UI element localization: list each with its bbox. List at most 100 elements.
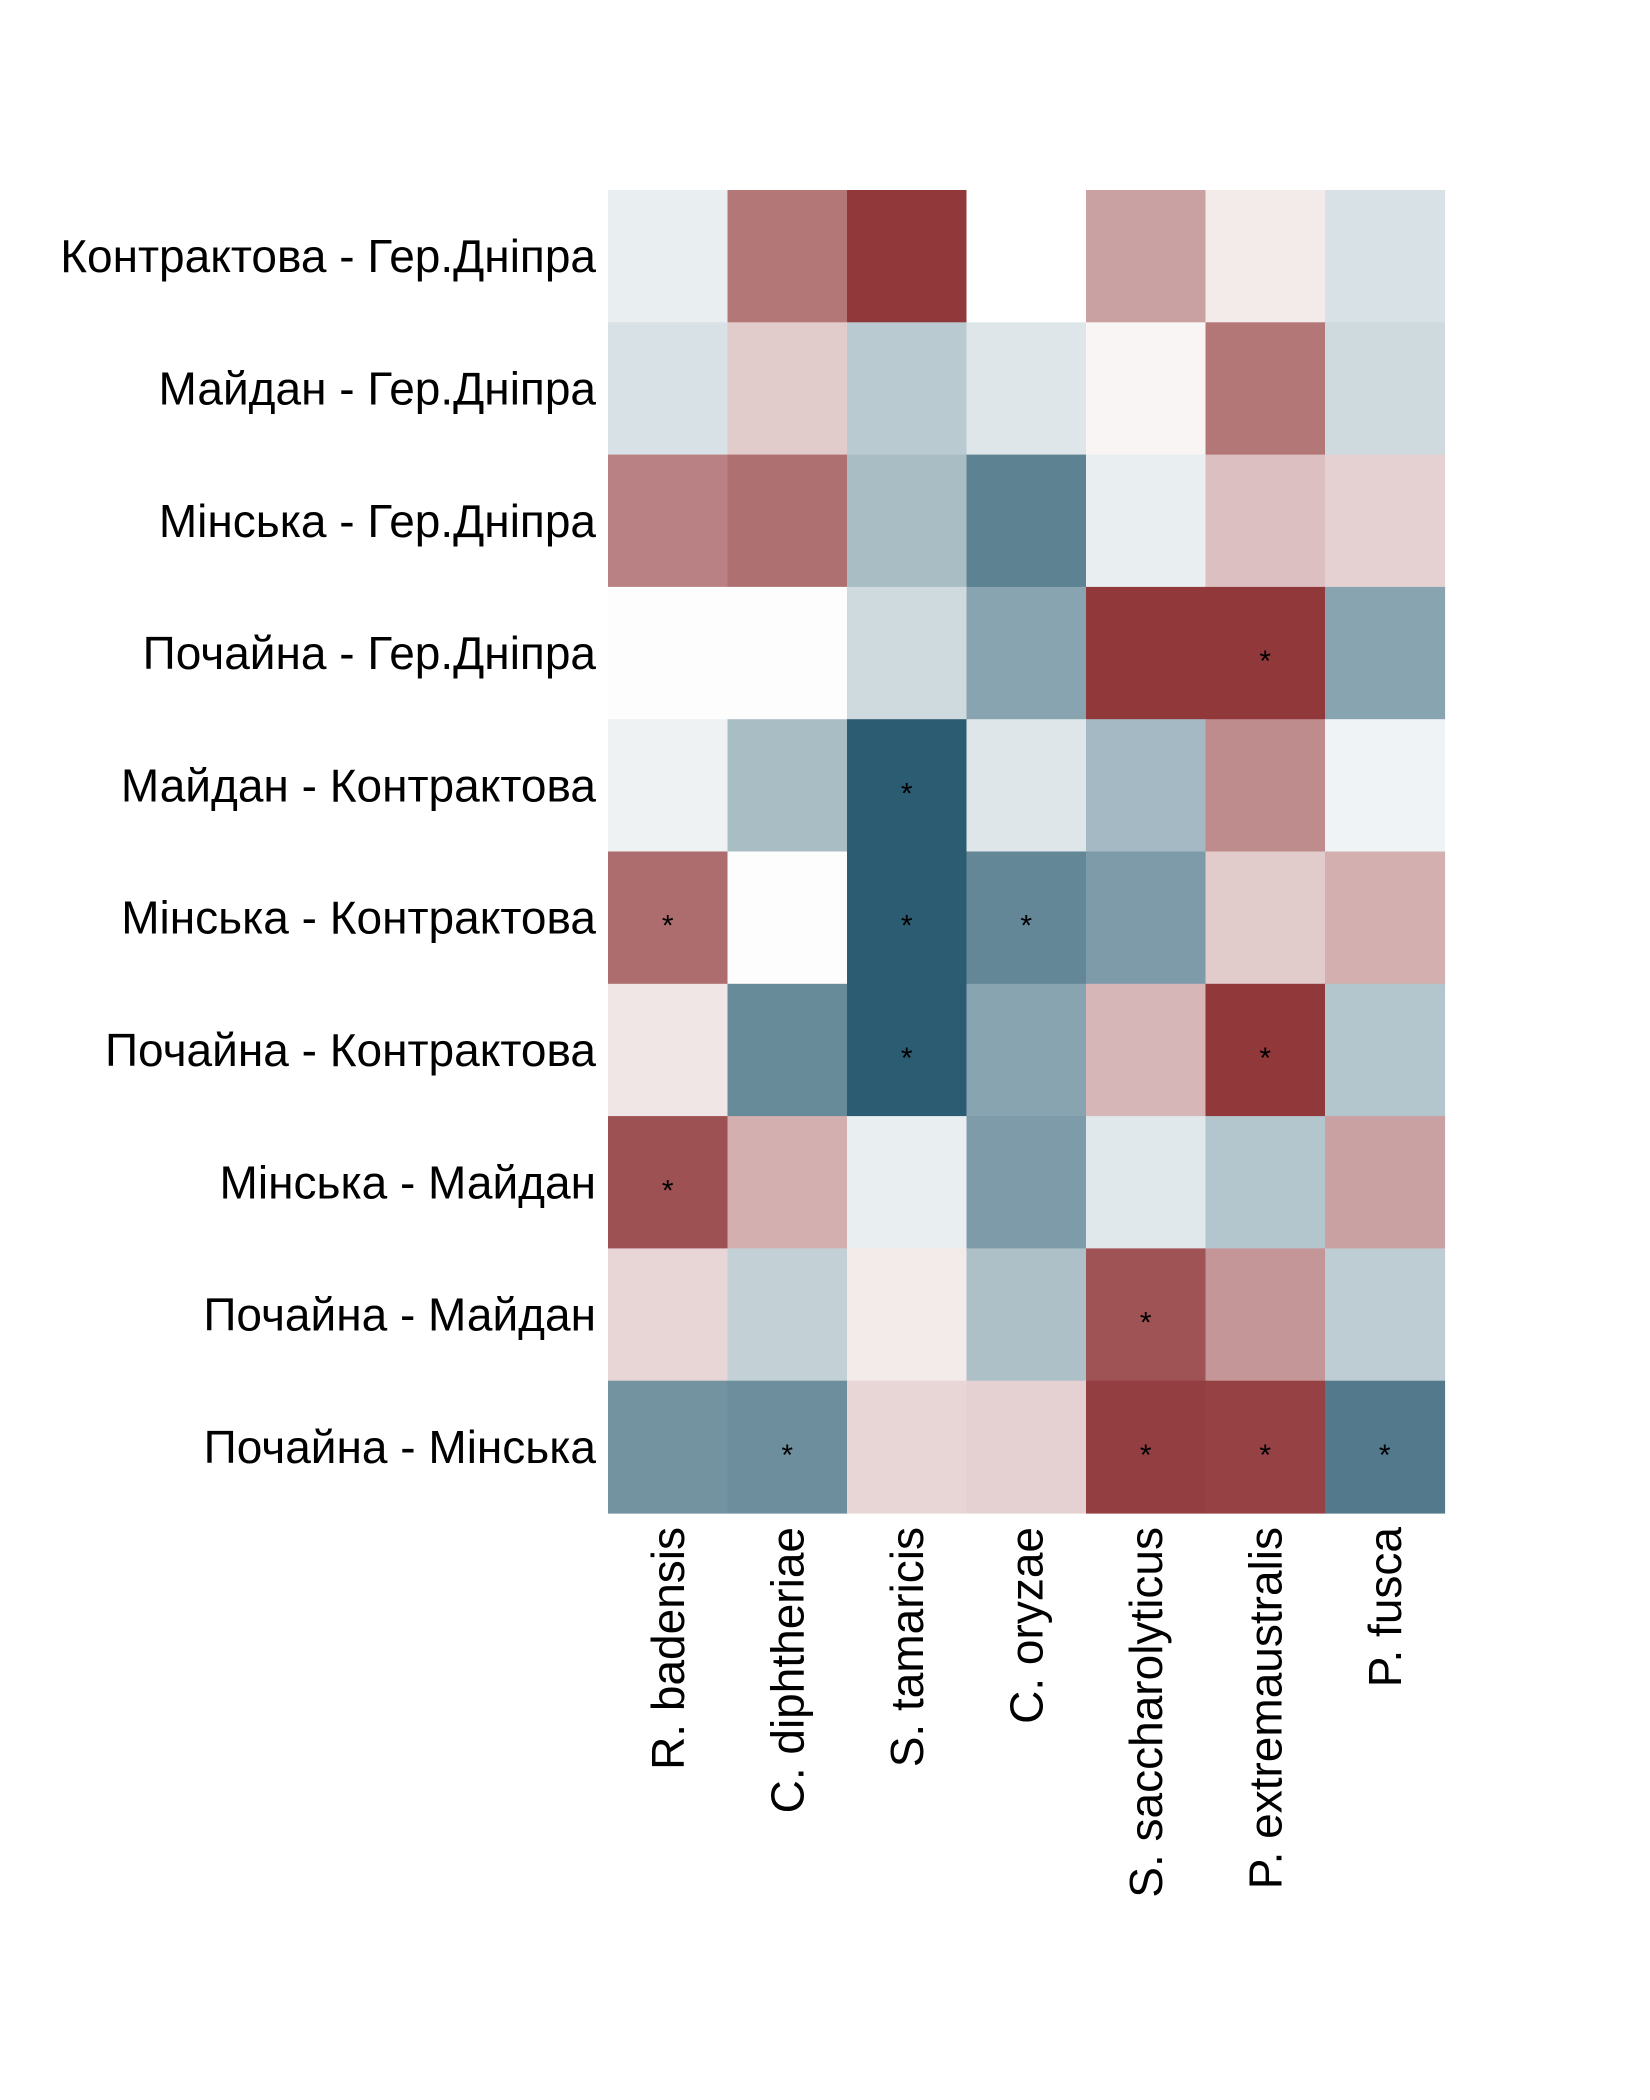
significance-markers: * * * * * * * * * * * * * <box>662 645 1391 1472</box>
column-label: C. oryzae <box>1000 1527 1052 1724</box>
heatmap-cell <box>847 851 968 985</box>
heatmap-cell <box>608 454 729 588</box>
heatmap-cell <box>1205 586 1326 720</box>
heatmap-cell <box>727 719 848 853</box>
row-labels: Контрактова - Гер.Дніпра Майдан - Гер.Дні… <box>60 230 596 1473</box>
significance-star: * <box>781 1439 793 1472</box>
significance-star: * <box>662 910 674 943</box>
significance-star: * <box>901 777 913 810</box>
heatmap-cell <box>608 1380 729 1514</box>
heatmap-cell <box>1205 454 1326 588</box>
heatmap-cell <box>727 983 848 1117</box>
heatmap-cell <box>847 322 968 456</box>
heatmap-cell <box>847 454 968 588</box>
significance-star: * <box>662 1174 674 1207</box>
row-label: Мінська - Гер.Дніпра <box>159 495 597 547</box>
heatmap-cell <box>1086 1248 1207 1382</box>
significance-star: * <box>1259 645 1271 678</box>
row-label: Почайна - Мінська <box>204 1421 597 1473</box>
heatmap-cell <box>1086 322 1207 456</box>
column-label: P. extremaustralis <box>1239 1527 1291 1889</box>
heatmap-cell <box>1086 851 1207 985</box>
row-label: Почайна - Гер.Дніпра <box>143 627 597 679</box>
heatmap-cell <box>847 190 968 323</box>
heatmap-cell <box>1086 586 1207 720</box>
heatmap-cell <box>1325 586 1446 720</box>
heatmap-cell <box>1086 719 1207 853</box>
heatmap-cell <box>1205 983 1326 1117</box>
heatmap-cell <box>608 719 729 853</box>
heatmap-cell <box>1086 1116 1207 1249</box>
row-label: Почайна - Контрактова <box>105 1024 596 1076</box>
row-label: Контрактова - Гер.Дніпра <box>60 230 596 282</box>
heatmap-cell <box>608 190 729 323</box>
heatmap-cell <box>966 190 1087 323</box>
heatmap-cell <box>1205 1248 1326 1382</box>
heatmap-cell <box>727 1248 848 1382</box>
heatmap-cell <box>966 454 1087 588</box>
column-label: R. badensis <box>642 1527 694 1770</box>
heatmap-cell <box>847 983 968 1117</box>
heatmap-cell <box>847 1116 968 1249</box>
significance-star: * <box>1259 1042 1271 1075</box>
heatmap-cell <box>1325 190 1446 323</box>
heatmap-cell <box>1205 1116 1326 1249</box>
heatmap-cell <box>1325 322 1446 456</box>
heatmap-cell <box>608 983 729 1117</box>
significance-star: * <box>1259 1439 1271 1472</box>
heatmap-cell <box>608 1248 729 1382</box>
heatmap-cell <box>847 719 968 853</box>
heatmap-cell <box>727 586 848 720</box>
heatmap-cell <box>727 190 848 323</box>
significance-star: * <box>901 910 913 943</box>
heatmap-cell <box>966 322 1087 456</box>
heatmap-cell <box>966 719 1087 853</box>
heatmap-cell <box>966 851 1087 985</box>
row-label: Почайна - Майдан <box>203 1289 596 1341</box>
heatmap-cell <box>966 586 1087 720</box>
heatmap-cell <box>1205 851 1326 985</box>
row-label: Майдан - Контрактова <box>121 759 597 811</box>
heatmap-cell <box>1325 1116 1446 1249</box>
heatmap-cell <box>1325 851 1446 985</box>
heatmap-cell <box>1086 983 1207 1117</box>
heatmap-cell <box>608 586 729 720</box>
heatmap-cell <box>1325 983 1446 1117</box>
heatmap-cell <box>966 1248 1087 1382</box>
heatmap-cell <box>727 851 848 985</box>
heatmap-cell <box>1205 1380 1326 1514</box>
heatmap-cell <box>1205 719 1326 853</box>
heatmap-cell <box>1205 190 1326 323</box>
heatmap-cell <box>966 1380 1087 1514</box>
significance-star: * <box>1140 1307 1152 1340</box>
heatmap-cell <box>608 322 729 456</box>
significance-star: * <box>1379 1439 1391 1472</box>
heatmap-cell <box>1325 719 1446 853</box>
significance-star: * <box>901 1042 913 1075</box>
heatmap-cell <box>847 1380 968 1514</box>
heatmap-cell <box>1205 322 1326 456</box>
heatmap-cell <box>608 1116 729 1249</box>
heatmap-cell <box>847 1248 968 1382</box>
heatmap-cell <box>1086 190 1207 323</box>
column-label: S. tamaricis <box>881 1527 933 1767</box>
column-label: P. fusca <box>1359 1527 1411 1688</box>
heatmap-cell <box>727 322 848 456</box>
heatmap-cell <box>1086 454 1207 588</box>
column-label: C. diphtheriae <box>761 1527 813 1813</box>
row-label: Майдан - Гер.Дніпра <box>159 362 597 414</box>
heatmap-cell <box>1086 1380 1207 1514</box>
heatmap-cell <box>727 1116 848 1249</box>
column-label: S. saccharolyticus <box>1120 1527 1172 1898</box>
column-labels: R. badensis C. diphtheriae S. tamaricis C. … <box>642 1527 1411 1898</box>
row-label: Мінська - Контрактова <box>121 892 596 944</box>
heatmap-cell <box>1325 1380 1446 1514</box>
heatmap-cell <box>1325 454 1446 588</box>
heatmap-cell <box>847 586 968 720</box>
heatmap-cell <box>727 1380 848 1514</box>
significance-star: * <box>1020 910 1032 943</box>
heatmap-cells <box>608 190 1446 1514</box>
heatmap-cell <box>966 1116 1087 1249</box>
heatmap-cell <box>1325 1248 1446 1382</box>
